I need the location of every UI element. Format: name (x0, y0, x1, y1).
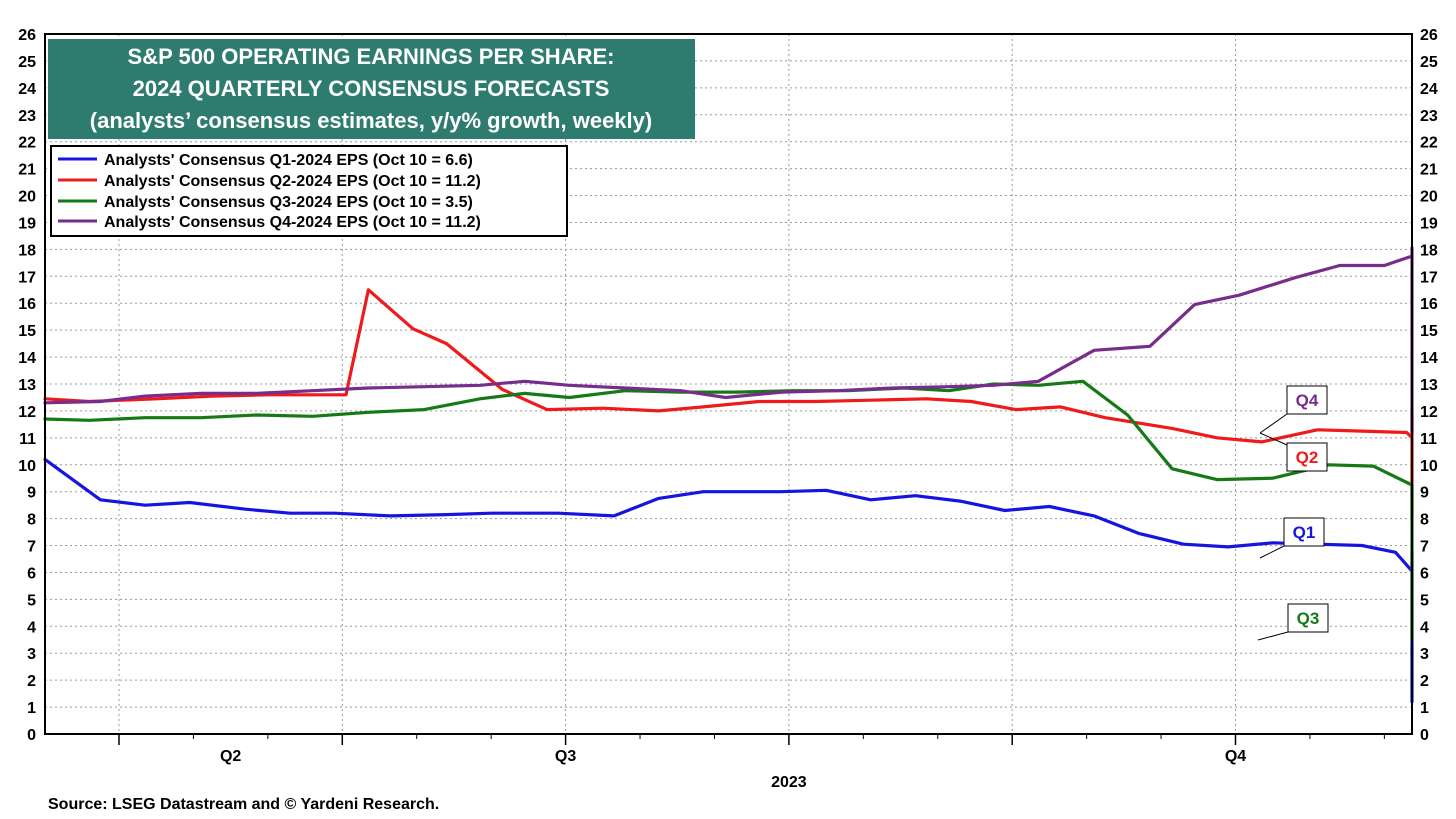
tag-box-q3 (1287, 603, 1329, 633)
legend-entry-q3: Analysts' Consensus Q3-2024 EPS (Oct 10 … (104, 194, 473, 211)
tag-leader-q2 (1259, 432, 1288, 446)
series-tags: Q4 Q2 Q1 Q3 (1257, 385, 1329, 641)
y-axis-right: 0123456789101112131415161718192021222324… (1420, 27, 1438, 744)
series-line-q1 (43, 457, 1414, 704)
y-tick-label-right: 17 (1420, 269, 1438, 286)
y-tick-label-right: 19 (1420, 215, 1438, 232)
legend: Analysts' Consensus Q1-2024 EPS (Oct 10 … (50, 145, 568, 237)
y-tick-label-right: 16 (1420, 296, 1438, 313)
y-tick-label-right: 10 (1420, 458, 1438, 475)
y-tick-label-right: 9 (1420, 485, 1429, 502)
y-tick-label-right: 5 (1420, 592, 1429, 609)
y-tick-label-left: 17 (18, 269, 36, 286)
y-tick-label-left: 16 (18, 296, 36, 313)
y-tick-label-left: 21 (18, 162, 36, 179)
source-note: Source: LSEG Datastream and © Yardeni Re… (48, 796, 439, 813)
y-tick-label-left: 0 (27, 727, 36, 744)
x-quarter-label: Q3 (555, 748, 576, 765)
y-tick-label-left: 7 (27, 539, 36, 556)
y-tick-label-right: 13 (1420, 377, 1438, 394)
y-tick-label-right: 15 (1420, 323, 1438, 340)
y-tick-label-right: 0 (1420, 727, 1429, 744)
y-tick-label-left: 26 (18, 27, 36, 44)
y-tick-label-left: 8 (27, 512, 36, 529)
y-tick-label-left: 13 (18, 377, 36, 394)
y-tick-label-right: 6 (1420, 565, 1429, 582)
y-tick-label-right: 2 (1420, 673, 1429, 690)
y-tick-label-right: 22 (1420, 135, 1438, 152)
x-axis-ticks (118, 734, 1385, 745)
tag-q3: Q3 (1297, 609, 1320, 628)
tag-q1: Q1 (1293, 523, 1316, 542)
y-tick-label-right: 1 (1420, 700, 1429, 717)
tag-q4: Q4 (1296, 391, 1319, 410)
y-tick-label-left: 1 (27, 700, 36, 717)
y-tick-label-left: 2 (27, 673, 36, 690)
y-tick-label-right: 3 (1420, 646, 1429, 663)
y-tick-label-left: 9 (27, 485, 36, 502)
chart-title: S&P 500 OPERATING EARNINGS PER SHARE: (128, 44, 615, 69)
x-year-label: 2023 (771, 774, 807, 791)
y-tick-label-left: 14 (18, 350, 36, 367)
x-quarter-label: Q2 (220, 748, 241, 765)
y-tick-label-right: 25 (1420, 54, 1438, 71)
legend-entry-q4: Analysts' Consensus Q4-2024 EPS (Oct 10 … (104, 214, 481, 231)
y-tick-label-left: 22 (18, 135, 36, 152)
y-axis-left: 0123456789101112131415161718192021222324… (18, 27, 36, 744)
legend-entry-q2: Analysts' Consensus Q2-2024 EPS (Oct 10 … (104, 173, 481, 190)
y-tick-label-right: 7 (1420, 539, 1429, 556)
y-tick-label-left: 18 (18, 242, 36, 259)
tag-box-q4 (1286, 385, 1328, 415)
y-tick-label-left: 20 (18, 189, 36, 206)
tag-leader-q3 (1257, 631, 1289, 641)
y-tick-label-left: 23 (18, 108, 36, 125)
y-tick-label-left: 12 (18, 404, 36, 421)
x-axis-labels: Q2Q3Q4Q1Q2Q3Q420232024 (220, 748, 1246, 791)
chart-subtitle-note: (analysts’ consensus estimates, y/y% gro… (90, 108, 652, 133)
y-tick-label-right: 26 (1420, 27, 1438, 44)
y-tick-label-left: 6 (27, 565, 36, 582)
y-tick-label-left: 25 (18, 54, 36, 71)
y-tick-label-right: 11 (1420, 431, 1437, 448)
y-tick-label-right: 23 (1420, 108, 1438, 125)
y-tick-label-left: 3 (27, 646, 36, 663)
tag-leader-q4 (1259, 413, 1288, 434)
tag-leader-q1 (1259, 545, 1285, 559)
y-tick-label-left: 15 (18, 323, 36, 340)
series-lines (43, 246, 1414, 704)
y-tick-label-left: 19 (18, 215, 36, 232)
series-line-q2 (43, 288, 1414, 519)
y-tick-label-right: 14 (1420, 350, 1438, 367)
legend-entry-q1: Analysts' Consensus Q1-2024 EPS (Oct 10 … (104, 152, 473, 169)
y-tick-label-right: 21 (1420, 162, 1438, 179)
y-tick-label-right: 8 (1420, 512, 1429, 529)
y-tick-label-left: 4 (27, 619, 36, 636)
y-tick-label-left: 5 (27, 592, 36, 609)
y-tick-label-right: 18 (1420, 242, 1438, 259)
x-quarter-label: Q4 (1225, 748, 1246, 765)
tag-box-q2 (1286, 442, 1328, 472)
tag-box-q1 (1283, 517, 1325, 547)
y-tick-label-left: 24 (18, 81, 36, 98)
y-tick-label-left: 10 (18, 458, 36, 475)
y-tick-label-right: 4 (1420, 619, 1429, 636)
title-box: S&P 500 OPERATING EARNINGS PER SHARE: 20… (48, 39, 695, 139)
y-tick-label-left: 11 (19, 431, 36, 448)
chart-subtitle: 2024 QUARTERLY CONSENSUS FORECASTS (133, 76, 610, 101)
y-tick-label-right: 12 (1420, 404, 1438, 421)
plot-frame (44, 33, 1413, 735)
y-tick-label-right: 20 (1420, 189, 1438, 206)
tag-q2: Q2 (1296, 448, 1319, 467)
y-tick-label-right: 24 (1420, 81, 1438, 98)
